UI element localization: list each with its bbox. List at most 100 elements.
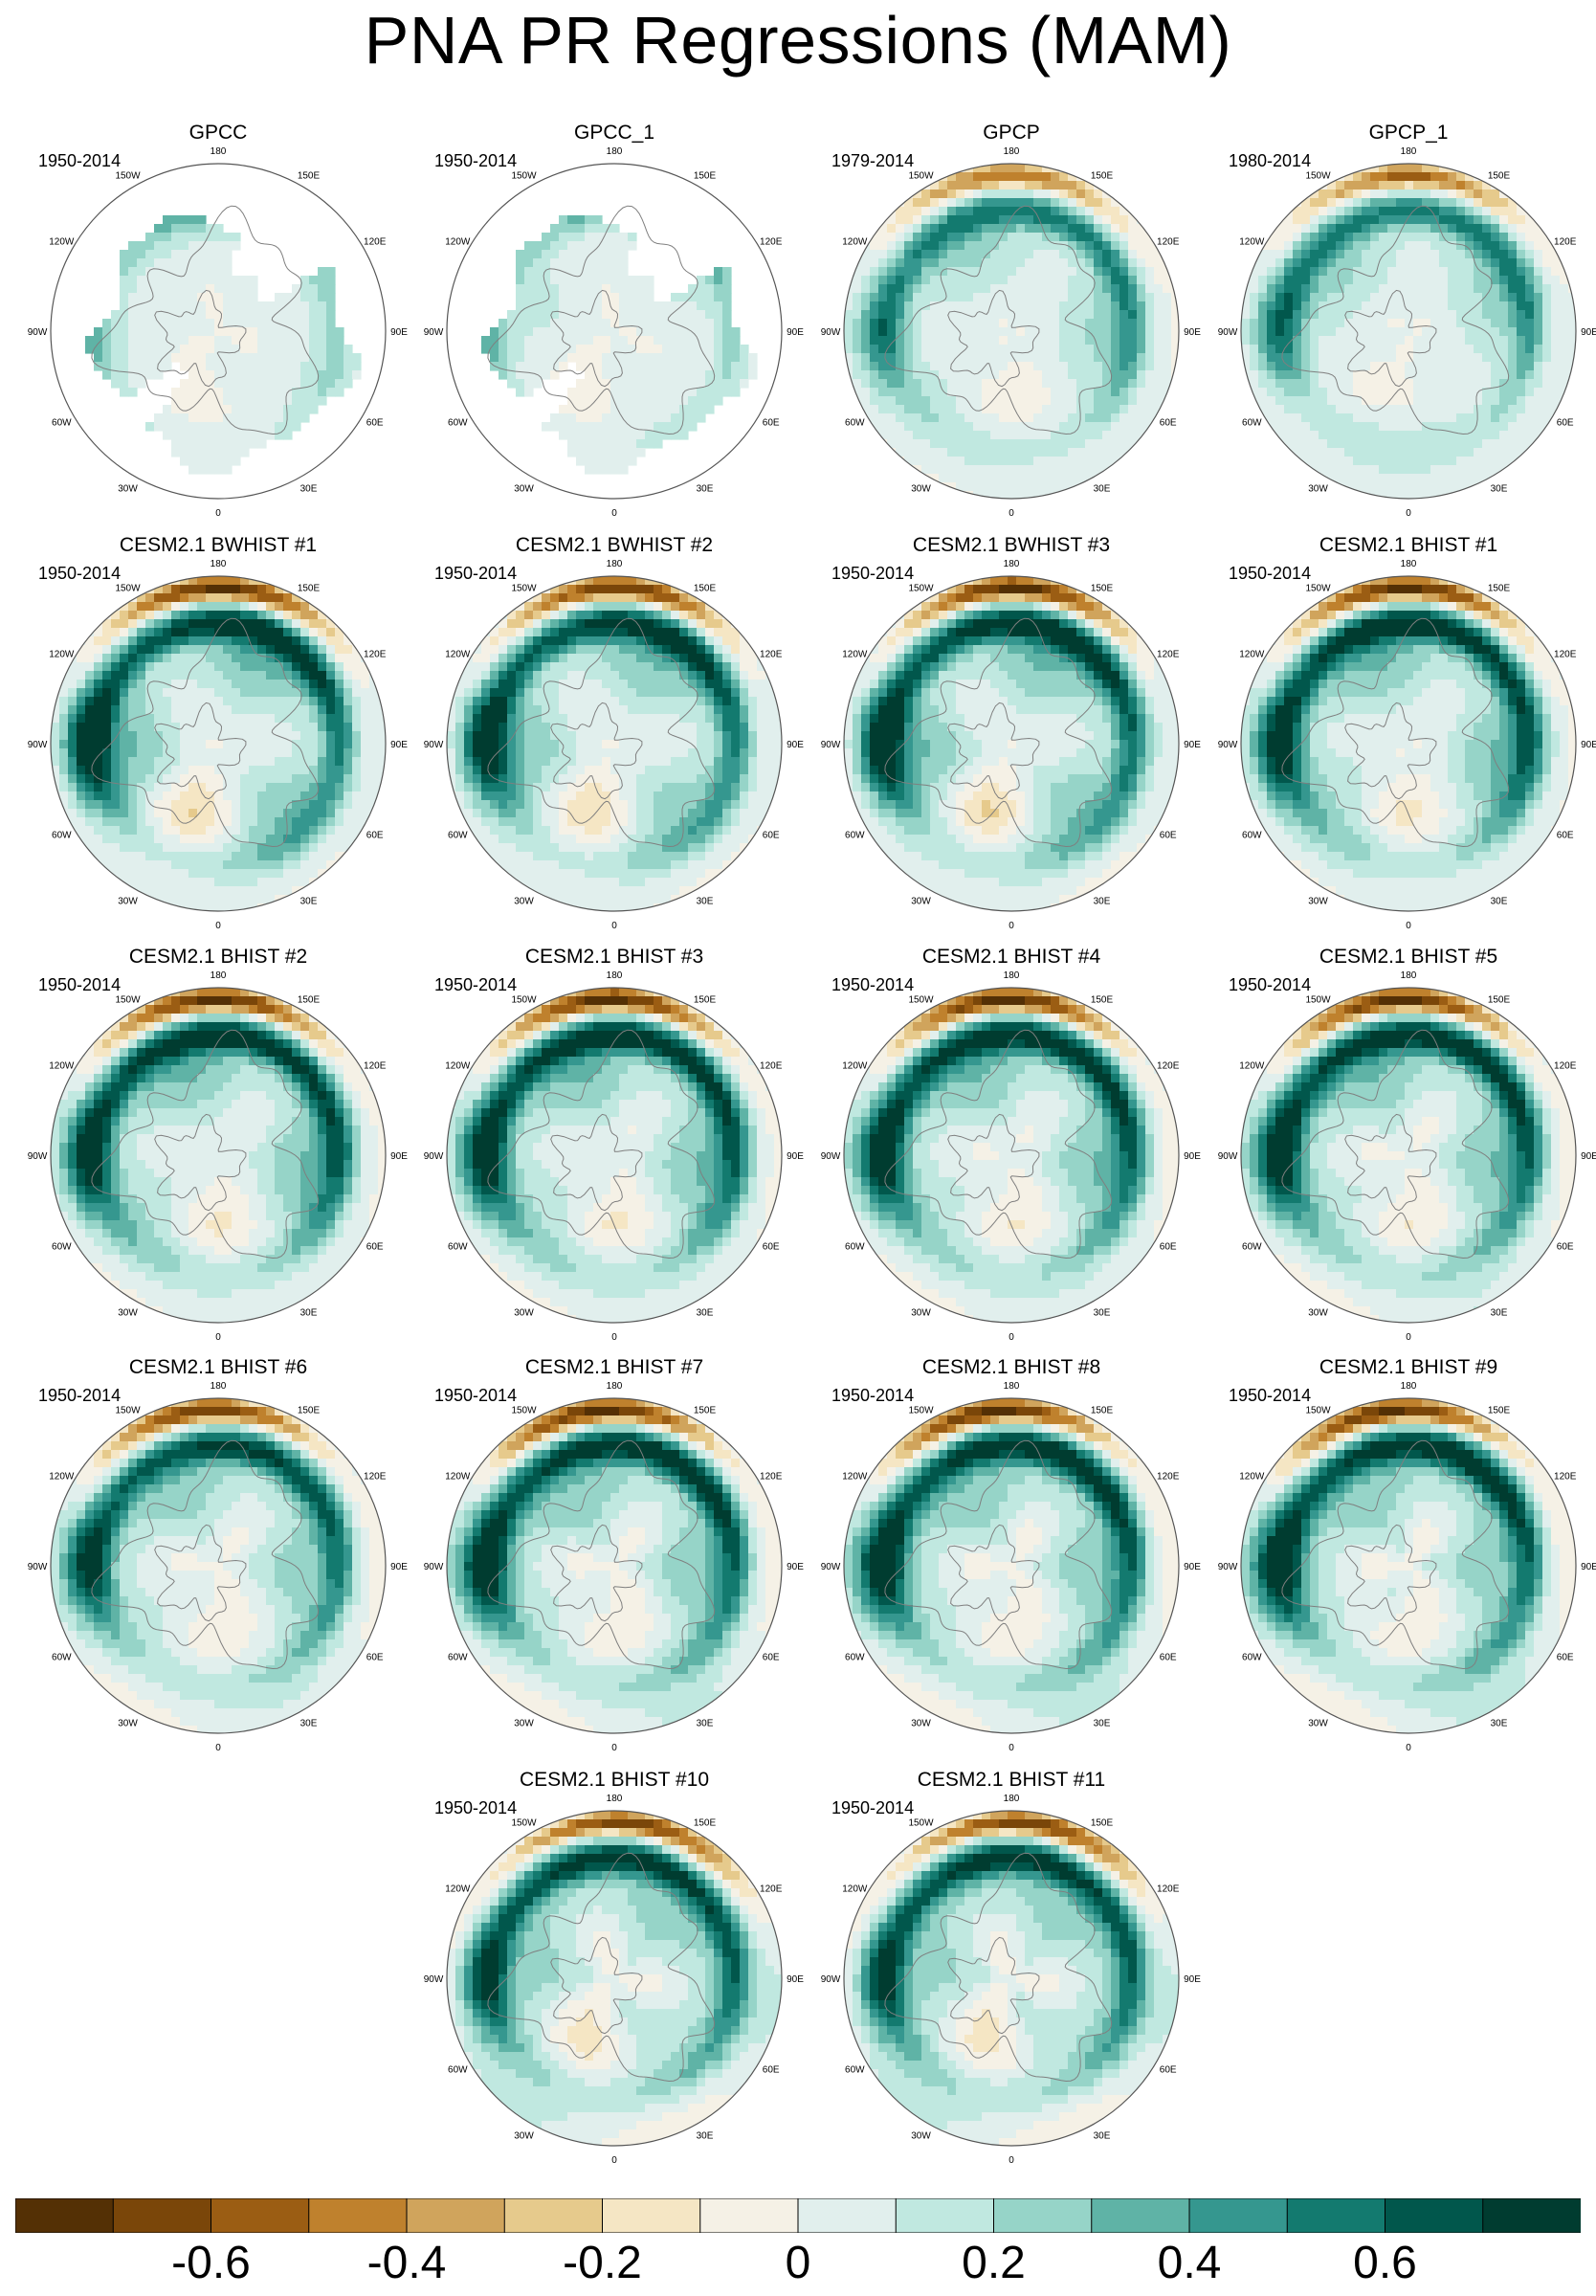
- map-panel: 180 150E 120E 90E 60E 30E 0 30W 60W 90W 120W 150W CE…: [812, 945, 1210, 1356]
- polar-map: 180 150E 120E 90E 60E 30E 0 30W 60W 90W 120W 150W: [28, 559, 409, 931]
- longitude-label: 150E: [298, 1405, 321, 1415]
- map-panel: 180 150E 120E 90E 60E 30E 0 30W 60W 90W 120W 150W GP…: [19, 121, 417, 532]
- panel-title: CESM2.1 BHIST #10: [415, 1768, 813, 1793]
- panel-title: CESM2.1 BHIST #9: [1209, 1355, 1596, 1380]
- longitude-label: 150W: [908, 1405, 934, 1415]
- longitude-label: 90W: [424, 327, 444, 338]
- longitude-label: 120W: [842, 1472, 868, 1482]
- longitude-label: 150E: [298, 170, 321, 181]
- coastline: [947, 289, 1040, 388]
- longitude-label: 120E: [1554, 650, 1577, 660]
- coastline: [947, 702, 1040, 800]
- longitude-label: 180: [1004, 559, 1020, 569]
- longitude-label: 30W: [911, 1308, 931, 1319]
- coastline: [154, 1113, 247, 1212]
- colorbar-bin: [503, 2198, 604, 2233]
- colorbar-bin: [211, 2198, 310, 2233]
- coastline: [550, 702, 643, 800]
- field-shading: [1241, 164, 1576, 499]
- longitude-label: 180: [211, 559, 227, 569]
- panel-title: CESM2.1 BWHIST #3: [812, 533, 1210, 558]
- longitude-label: 90E: [390, 740, 408, 750]
- longitude-label: 150W: [115, 1405, 141, 1415]
- colorbar-bin: [602, 2198, 701, 2233]
- longitude-label: 120E: [760, 237, 783, 248]
- coastline: [1344, 1524, 1437, 1622]
- longitude-label: 30W: [514, 1719, 534, 1729]
- field-shading: [844, 1398, 1179, 1733]
- longitude-label: 120E: [1157, 237, 1180, 248]
- longitude-label: 0: [1009, 921, 1014, 931]
- longitude-label: 60W: [845, 2065, 865, 2076]
- longitude-label: 150W: [115, 170, 141, 181]
- longitude-label: 120W: [842, 1061, 868, 1072]
- colorbar: -0.6 -0.4 -0.2 0 0.2 0.4 0.6: [15, 2198, 1581, 2294]
- coastline: [884, 1439, 1113, 1670]
- longitude-label: 60W: [448, 1653, 468, 1663]
- coastline: [1281, 617, 1510, 848]
- longitude-label: 30W: [911, 484, 931, 495]
- field-shading: [447, 1811, 782, 2146]
- longitude-label: 90E: [1184, 1151, 1201, 1162]
- colorbar-bin: [993, 2198, 1093, 2233]
- map-panel: 180 150E 120E 90E 60E 30E 0 30W 60W 90W 120W 150W CE…: [19, 533, 417, 945]
- longitude-label: 30W: [118, 484, 138, 495]
- longitude-label: 30E: [1491, 484, 1508, 495]
- longitude-label: 0: [215, 1743, 221, 1753]
- colorbar-bin: [699, 2198, 799, 2233]
- longitude-label: 180: [607, 970, 623, 981]
- longitude-label: 150W: [908, 170, 934, 181]
- polar-map: 180 150E 120E 90E 60E 30E 0 30W 60W 90W 120W 150W: [1218, 970, 1596, 1343]
- longitude-label: 120W: [445, 1884, 471, 1895]
- coastline: [91, 1439, 320, 1670]
- colorbar-tick-label: 0.2: [962, 2237, 1026, 2290]
- panel-period: 1950-2014: [38, 1386, 121, 1405]
- map-panel: 180 150E 120E 90E 60E 30E 0 30W 60W 90W 120W 150W CE…: [415, 1768, 813, 2179]
- longitude-label: 30E: [697, 484, 714, 495]
- coastline: [550, 1936, 643, 2035]
- longitude-label: 30W: [514, 484, 534, 495]
- longitude-label: 0: [1406, 508, 1411, 519]
- panel-title: CESM2.1 BHIST #6: [19, 1355, 417, 1380]
- longitude-label: 180: [1401, 146, 1417, 157]
- field-shading: [1241, 1398, 1576, 1733]
- map-boundary: [446, 575, 783, 912]
- longitude-label: 90E: [787, 740, 804, 750]
- panel-title: CESM2.1 BHIST #7: [415, 1355, 813, 1380]
- longitude-label: 90E: [787, 1974, 804, 1985]
- polar-map: 180 150E 120E 90E 60E 30E 0 30W 60W 90W 120W 150W: [424, 559, 805, 931]
- longitude-label: 0: [1406, 1743, 1411, 1753]
- colorbar-bin: [1385, 2198, 1484, 2233]
- longitude-label: 90E: [390, 327, 408, 338]
- map-boundary: [446, 1810, 783, 2147]
- longitude-label: 150E: [1091, 1817, 1114, 1828]
- longitude-label: 90E: [390, 1151, 408, 1162]
- longitude-label: 90W: [424, 1151, 444, 1162]
- longitude-label: 30E: [1491, 1308, 1508, 1319]
- coastline: [1281, 205, 1510, 435]
- longitude-label: 150W: [1305, 583, 1331, 593]
- polar-map: 180 150E 120E 90E 60E 30E 0 30W 60W 90W 120W 150W: [1218, 146, 1596, 519]
- coastline: [884, 1852, 1113, 2083]
- longitude-label: 0: [611, 2155, 617, 2166]
- panel-title: CESM2.1 BHIST #8: [812, 1355, 1210, 1380]
- longitude-label: 30E: [1491, 1719, 1508, 1729]
- panel-period: 1950-2014: [38, 151, 121, 170]
- panel-period: 1950-2014: [434, 564, 517, 583]
- field-shading: [51, 1398, 386, 1733]
- longitude-label: 60W: [845, 1242, 865, 1253]
- longitude-label: 30W: [514, 1308, 534, 1319]
- longitude-label: 150E: [694, 1405, 717, 1415]
- longitude-label: 180: [1004, 1794, 1020, 1804]
- longitude-label: 0: [611, 921, 617, 931]
- longitude-label: 30W: [514, 897, 534, 907]
- panel-period: 1950-2014: [1229, 975, 1311, 994]
- longitude-label: 60E: [763, 1242, 780, 1253]
- longitude-label: 150E: [298, 583, 321, 593]
- map-boundary: [1240, 575, 1577, 912]
- coastline: [884, 1029, 1113, 1259]
- coastline: [1344, 289, 1437, 388]
- longitude-label: 30E: [1094, 897, 1111, 907]
- coastline: [487, 205, 716, 435]
- longitude-label: 90E: [787, 327, 804, 338]
